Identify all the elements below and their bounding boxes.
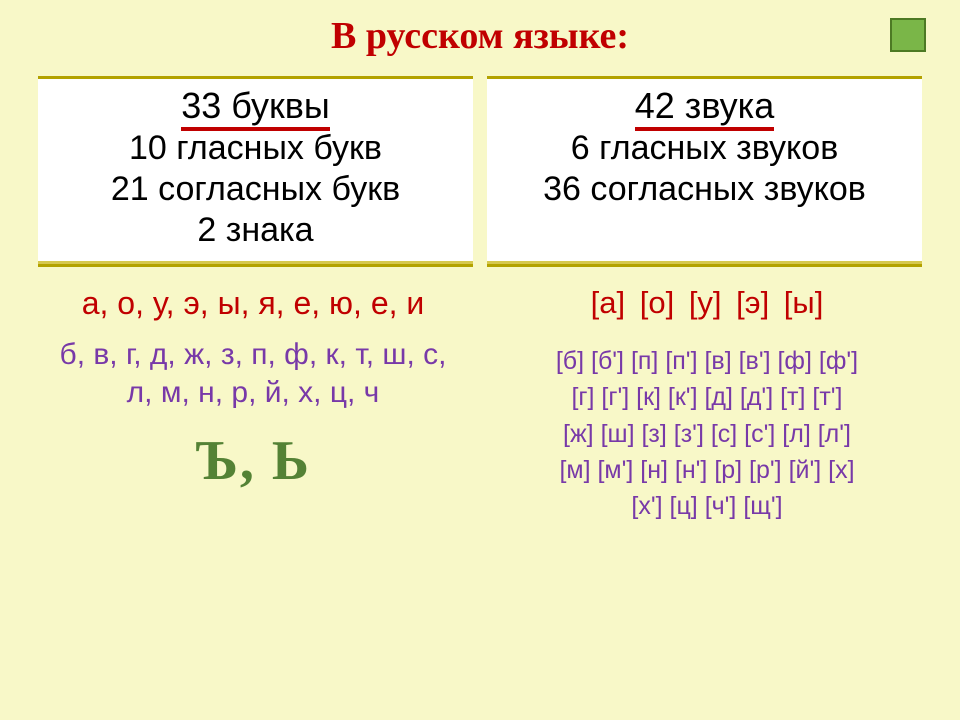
letters-box: 33 буквы 10 гласных букв 21 согласных бу…: [38, 76, 473, 267]
consonant-letters-list: б, в, г, д, ж, з, п, ф, к, т, ш, с, л, м…: [30, 336, 476, 411]
letters-line-2: 21 согласных букв: [44, 170, 467, 209]
consonant-sounds-row-5: [х'] [ц] [ч'] [щ']: [484, 488, 930, 524]
consonant-letters-row-1: б, в, г, д, ж, з, п, ф, к, т, ш, с,: [30, 336, 476, 374]
sounds-column: [а] [о] [у] [э] [ы] [б] [б'] [п] [п'] [в…: [484, 275, 930, 524]
sounds-box: 42 звука 6 гласных звуков 36 согласных з…: [487, 76, 922, 267]
consonant-sounds-row-4: [м] [м'] [н] [н'] [р] [р'] [й'] [х]: [484, 452, 930, 488]
consonant-sounds-row-1: [б] [б'] [п] [п'] [в] [в'] [ф] [ф']: [484, 343, 930, 379]
consonant-sounds-row-2: [г] [г'] [к] [к'] [д] [д'] [т] [т']: [484, 379, 930, 415]
vowel-letters-list: а, о, у, э, ы, я, е, ю, е, и: [30, 285, 476, 322]
letters-head: 33 буквы: [44, 85, 467, 127]
consonant-letters-row-2: л, м, н, р, й, х, ц, ч: [30, 374, 476, 412]
consonant-sounds-row-3: [ж] [ш] [з] [з'] [с] [с'] [л] [л']: [484, 416, 930, 452]
letters-line-1: 10 гласных букв: [44, 129, 467, 168]
sounds-line-2: 36 согласных звуков: [493, 170, 916, 209]
sounds-head: 42 звука: [493, 85, 916, 127]
vowel-sounds-list: [а] [о] [у] [э] [ы]: [484, 285, 930, 321]
decorative-corner-square: [890, 18, 926, 52]
details-row: а, о, у, э, ы, я, е, ю, е, и б, в, г, д,…: [0, 267, 960, 524]
sign-letters: Ъ, Ь: [30, 429, 476, 493]
letters-column: а, о, у, э, ы, я, е, ю, е, и б, в, г, д,…: [30, 275, 476, 524]
consonant-sounds-list: [б] [б'] [п] [п'] [в] [в'] [ф] [ф'] [г] …: [484, 343, 930, 524]
letters-line-3: 2 знака: [44, 211, 467, 250]
sounds-line-1: 6 гласных звуков: [493, 129, 916, 168]
page-title: В русском языке:: [0, 0, 960, 58]
summary-boxes: 33 буквы 10 гласных букв 21 согласных бу…: [0, 58, 960, 267]
